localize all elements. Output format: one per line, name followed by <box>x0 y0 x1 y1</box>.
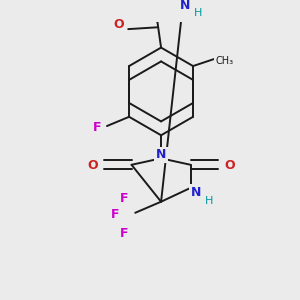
Text: H: H <box>205 196 213 206</box>
Text: F: F <box>120 191 128 205</box>
Text: H: H <box>194 8 202 17</box>
Text: CH₃: CH₃ <box>215 56 233 65</box>
Text: O: O <box>88 159 98 172</box>
Text: F: F <box>93 122 101 134</box>
Text: O: O <box>113 18 124 31</box>
Text: F: F <box>111 208 119 221</box>
Text: O: O <box>224 159 235 172</box>
Text: N: N <box>191 186 201 199</box>
Text: N: N <box>180 0 190 12</box>
Text: F: F <box>120 226 128 240</box>
Text: N: N <box>156 148 166 161</box>
